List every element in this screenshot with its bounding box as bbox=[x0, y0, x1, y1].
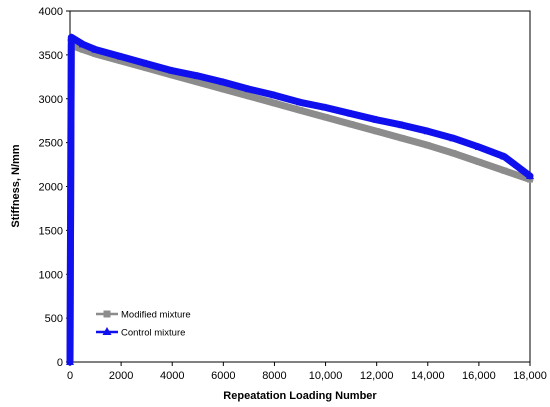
y-axis-ticks: 0 500 1000 1500 2000 2500 3000 3500 4000 bbox=[39, 6, 70, 369]
data-point bbox=[78, 40, 87, 48]
data-point bbox=[245, 93, 252, 100]
data-point bbox=[347, 109, 356, 117]
data-point bbox=[297, 107, 303, 114]
legend-item: Modified mixture bbox=[96, 310, 191, 321]
data-point bbox=[321, 103, 330, 111]
x-tick-label: 2000 bbox=[109, 370, 133, 382]
y-tick-label: 1000 bbox=[39, 269, 63, 281]
data-point bbox=[475, 158, 482, 165]
data-point bbox=[450, 150, 457, 157]
x-tick-label: 10,000 bbox=[309, 370, 343, 382]
data-point bbox=[270, 91, 279, 99]
y-tick-label: 4000 bbox=[39, 6, 63, 18]
y-axis-title: Stiffness, N/mm bbox=[10, 144, 22, 227]
data-point bbox=[322, 114, 329, 121]
data-point bbox=[424, 142, 431, 149]
series-layer bbox=[66, 33, 534, 366]
x-tick-label: 18,000 bbox=[513, 370, 547, 382]
data-point bbox=[526, 171, 534, 179]
data-point bbox=[169, 72, 176, 79]
legend-label: Modified mixture bbox=[121, 310, 191, 321]
x-tick-label: 0 bbox=[67, 370, 73, 382]
data-point bbox=[244, 85, 253, 93]
data-point bbox=[92, 50, 99, 57]
data-point bbox=[423, 127, 432, 135]
data-point bbox=[194, 79, 201, 86]
legend-square-marker bbox=[103, 310, 111, 318]
data-point bbox=[501, 167, 508, 174]
x-tick-label: 6000 bbox=[211, 370, 235, 382]
data-point bbox=[348, 121, 355, 128]
data-point bbox=[398, 121, 407, 129]
legend-item: Control mixture bbox=[96, 327, 185, 339]
y-tick-label: 1500 bbox=[39, 225, 63, 237]
data-point bbox=[271, 100, 278, 107]
data-point bbox=[399, 135, 406, 142]
data-point bbox=[66, 358, 74, 365]
data-point bbox=[373, 128, 380, 135]
data-point bbox=[193, 71, 202, 79]
data-point bbox=[67, 33, 76, 41]
data-point bbox=[143, 65, 150, 72]
data-point bbox=[168, 66, 177, 74]
data-point bbox=[500, 152, 509, 160]
data-point bbox=[372, 115, 381, 123]
x-tick-label: 8000 bbox=[262, 370, 286, 382]
y-tick-label: 2000 bbox=[39, 182, 63, 194]
legend-triangle-marker bbox=[102, 327, 112, 335]
x-tick-label: 12,000 bbox=[360, 370, 394, 382]
data-point bbox=[449, 134, 458, 142]
x-tick-label: 14,000 bbox=[411, 370, 445, 382]
data-point bbox=[474, 143, 483, 151]
y-tick-label: 2500 bbox=[39, 138, 63, 150]
data-point bbox=[117, 52, 126, 60]
data-point bbox=[296, 98, 304, 106]
data-point bbox=[91, 45, 100, 53]
x-tick-label: 16,000 bbox=[462, 370, 496, 382]
data-point bbox=[118, 58, 125, 65]
series-control-mixture bbox=[66, 33, 534, 366]
x-axis-title: Repeatation Loading Number bbox=[223, 390, 377, 402]
x-tick-label: 4000 bbox=[160, 370, 184, 382]
data-point bbox=[219, 78, 228, 86]
y-tick-label: 0 bbox=[57, 357, 63, 369]
data-point bbox=[79, 46, 86, 53]
x-axis-ticks: 0 2000 4000 6000 8000 10,000 12,000 14,000 16,00… bbox=[67, 362, 547, 382]
legend-label: Control mixture bbox=[121, 328, 185, 339]
data-point bbox=[142, 59, 151, 67]
y-tick-label: 500 bbox=[45, 313, 63, 325]
data-point bbox=[220, 86, 227, 93]
y-tick-label: 3500 bbox=[39, 50, 63, 62]
legend: Modified mixture Control mixture bbox=[96, 310, 191, 339]
y-tick-label: 3000 bbox=[39, 94, 63, 106]
